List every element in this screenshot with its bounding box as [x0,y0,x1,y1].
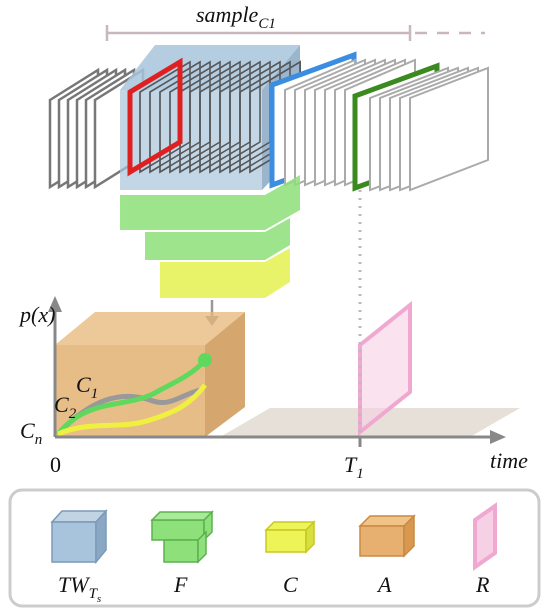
f-layer [120,175,300,230]
y-label: p(x) [18,302,55,327]
c-base: C [76,372,91,397]
t1-label: T1 [344,452,364,482]
ground [55,408,520,437]
t1-base: T [344,452,358,477]
axes [53,310,495,447]
sample-range [105,25,485,41]
box-front [120,90,262,190]
r-icon [473,502,497,571]
icon-face [197,530,207,564]
tw-icon [50,509,108,565]
legend-label: R [475,572,490,597]
a-top [55,312,245,345]
r-frame [358,300,412,437]
icon-face [305,520,315,554]
frame [409,66,489,192]
icon-face [265,529,307,553]
f-icon [150,510,214,564]
a-icon [358,514,416,558]
curve [56,383,207,437]
c-base: C [54,392,69,417]
icon-face [403,514,415,558]
icon-face [151,519,205,541]
legend-label: A [376,572,392,597]
curve-label: Cn [20,418,42,448]
curve-end [198,353,212,367]
icon-face [95,509,107,565]
a-side [205,312,245,437]
legend-label: F [173,572,188,597]
legend-subsub: s [97,593,101,605]
x-label: time [490,448,528,473]
feature-stack [120,175,300,298]
label-sub: C1 [258,16,276,32]
icon-face [51,521,97,563]
c-icon [264,520,316,554]
legend-label: C [283,572,298,597]
frames [48,45,489,192]
icon-face [359,525,405,557]
c-base: C [20,418,35,443]
c-sub: n [35,432,43,448]
c-layer [160,248,290,298]
t1-sub: 1 [356,466,364,482]
c-sub: 1 [91,386,99,402]
curve-label: C1 [76,372,98,402]
legend-base: TW [58,572,90,597]
y-arrow [48,296,62,312]
legend-label: TWTs [58,572,101,605]
sample-label: sampleC1 [196,2,276,32]
c-sub: 2 [69,406,77,422]
curve-label: C2 [54,392,77,422]
origin-label: 0 [50,452,61,477]
legend-sub: T [89,586,99,602]
icon-face [163,539,199,563]
curve [56,358,207,436]
label-base: sample [196,2,259,27]
legend-icons [50,502,497,571]
frame [127,57,183,177]
frame [209,60,261,174]
icon-face [150,511,214,521]
x-arrow [490,430,506,444]
f-layer [145,218,290,260]
